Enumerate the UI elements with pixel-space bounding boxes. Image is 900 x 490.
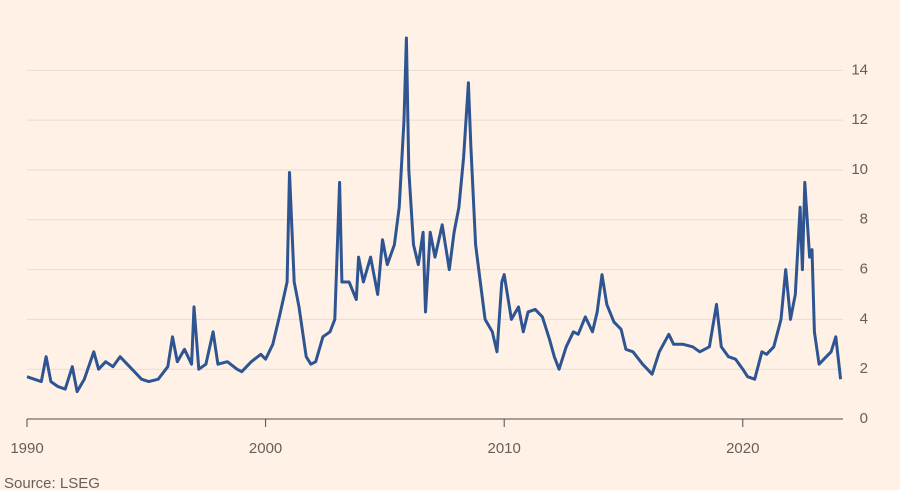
y-tick-label: 0 — [860, 410, 868, 427]
x-tick-label: 2010 — [488, 440, 521, 457]
y-tick-label: 2 — [860, 360, 868, 377]
y-tick-label: 14 — [851, 61, 868, 78]
line — [26, 36, 843, 394]
source: Source: LSEG — [4, 475, 100, 490]
x-tick-label: 1990 — [10, 440, 43, 457]
y-tick-label: 4 — [860, 310, 868, 327]
y-tick-label: 6 — [860, 261, 868, 278]
y-tick-label: 10 — [851, 161, 868, 178]
y-tick-label: 12 — [851, 111, 868, 128]
x-tick-label: 2020 — [726, 440, 759, 457]
y-tick-label: 8 — [860, 211, 868, 228]
x-tick-label: 2000 — [249, 440, 282, 457]
